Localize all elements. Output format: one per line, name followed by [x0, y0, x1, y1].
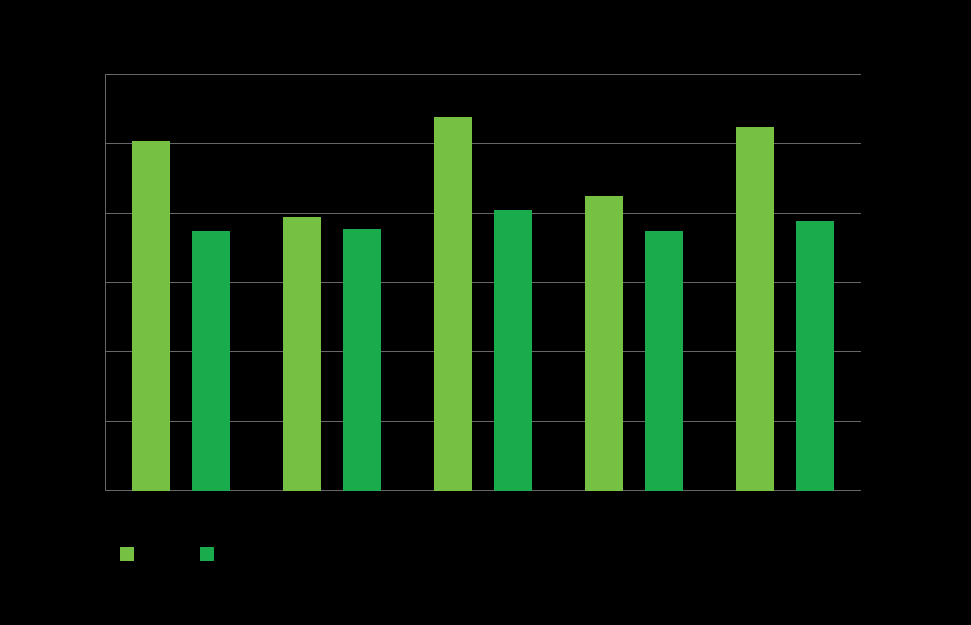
bar-series2: [494, 210, 532, 491]
legend-item: [200, 547, 220, 561]
bar-series1: [736, 127, 774, 491]
legend: [120, 547, 220, 561]
bar-series2: [343, 229, 381, 491]
plot-area: [105, 75, 861, 491]
bar-series1: [283, 217, 321, 491]
legend-swatch: [120, 547, 134, 561]
bar-series1: [434, 117, 472, 491]
bar-series2: [645, 231, 683, 491]
bar-chart: [0, 0, 971, 625]
bar-series1: [585, 196, 623, 491]
gridline: [105, 74, 861, 75]
legend-swatch: [200, 547, 214, 561]
y-axis: [105, 75, 106, 491]
bar-series2: [192, 231, 230, 491]
legend-item: [120, 547, 140, 561]
bar-series1: [132, 141, 170, 491]
bar-series2: [796, 221, 834, 491]
